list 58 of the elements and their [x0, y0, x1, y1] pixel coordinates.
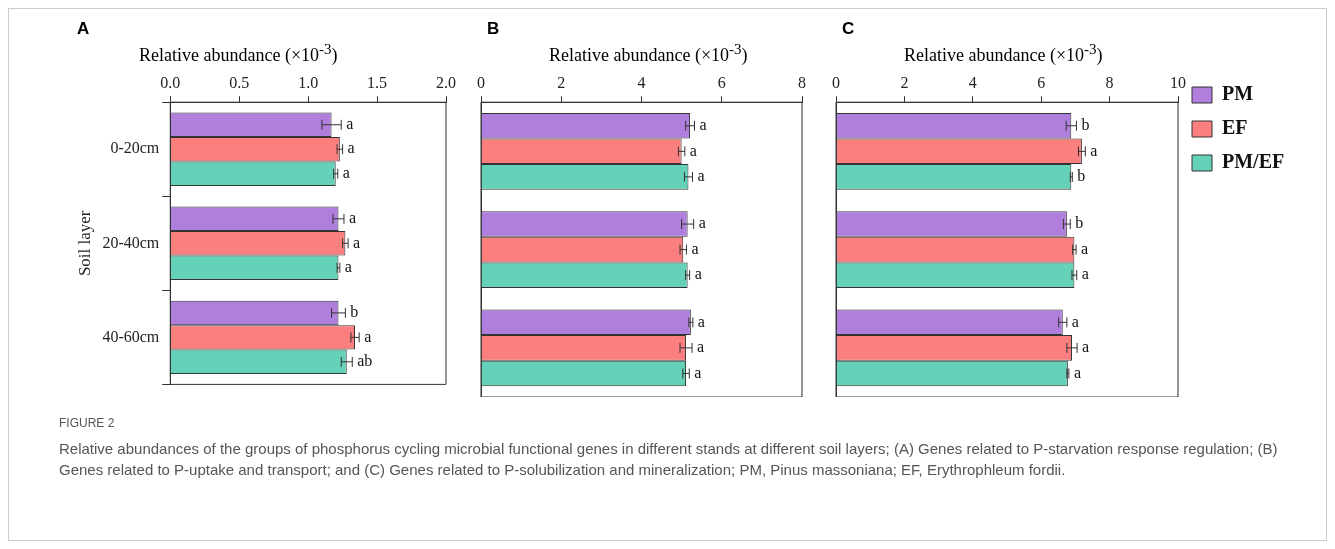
text: Relative abundances of the groups of phosphorus cycling microbial functional genes in different stands at different soil layers; (A) Genes related to P-starvation response regulation; (B) Genes related to P-uptake and transport; and (C) Genes related to P-solubilization and mineralization; PM, Pinus massoniana; EF, Erythrophleum fordii. — [59, 438, 1279, 480]
data-label: a — [346, 114, 354, 132]
data-label: a — [1090, 141, 1098, 159]
data-label: a — [353, 233, 361, 251]
data-label: b — [1077, 167, 1086, 185]
data-label: a — [691, 239, 699, 257]
legend-label: PM — [1222, 82, 1254, 105]
x-tick-label: 8 — [1105, 73, 1114, 91]
caption: FIGURE 2 — [59, 415, 116, 432]
data-label: a — [1082, 338, 1090, 356]
data-label: a — [694, 363, 702, 381]
data-label: b — [350, 303, 359, 321]
data-label: a — [1081, 265, 1089, 283]
data-label: a — [348, 209, 357, 227]
y-tick-label: 40-60cm — [102, 327, 160, 345]
x-tick-label: 2 — [900, 73, 909, 91]
x-tick-label: 0.0 — [160, 73, 181, 91]
data-label: a — [364, 327, 372, 345]
x-tick-label: 1.0 — [298, 73, 319, 91]
x-tick-label: 10 — [1170, 73, 1186, 91]
legend-label: PM/EF — [1222, 150, 1285, 173]
chart-title: C — [841, 19, 856, 40]
x-axis-title: Relative abundance (×10$^{-3}$) — [903, 41, 1104, 67]
data-label: a — [689, 141, 697, 159]
x-tick-label: 4 — [637, 73, 646, 91]
x-tick-label: 6 — [1037, 73, 1046, 91]
data-label: ab — [357, 352, 373, 370]
x-axis-title: Relative abundance (×10$^{-3}$) — [548, 41, 749, 67]
data-label: a — [697, 167, 705, 185]
data-label: a — [1073, 363, 1082, 381]
x-tick-label: 8 — [798, 73, 806, 91]
y-tick-label: 20-40cm — [102, 233, 160, 251]
x-tick-label: 0 — [477, 73, 485, 91]
x-tick-label: 6 — [717, 73, 726, 91]
x-tick-label: 1.5 — [367, 73, 388, 91]
data-label: a — [697, 338, 705, 356]
data-label: a — [699, 115, 707, 133]
data-label: a — [342, 163, 350, 181]
data-label: b — [1075, 214, 1084, 232]
data-label: a — [344, 257, 352, 275]
data-label: a — [697, 312, 705, 330]
x-tick-label: 4 — [968, 73, 977, 91]
data-label: a — [694, 265, 702, 283]
data-label: a — [347, 139, 355, 157]
y-axis-title: Soil layer — [74, 210, 94, 277]
x-axis-title: Relative abundance (×10$^{-3}$) — [138, 41, 339, 67]
data-label: a — [1081, 239, 1089, 257]
chart-title: B — [486, 19, 501, 40]
data-label: b — [1081, 115, 1090, 133]
data-label: a — [1071, 312, 1079, 330]
x-tick-label: 2.0 — [436, 73, 456, 91]
chart-title: A — [76, 19, 91, 40]
x-tick-label: 2 — [557, 73, 566, 91]
data-label: a — [698, 214, 706, 232]
x-tick-label: 0.5 — [229, 73, 250, 91]
legend-label: EF — [1222, 116, 1248, 139]
y-tick-label: 0-20cm — [110, 139, 160, 157]
x-tick-label: 0 — [832, 73, 840, 91]
